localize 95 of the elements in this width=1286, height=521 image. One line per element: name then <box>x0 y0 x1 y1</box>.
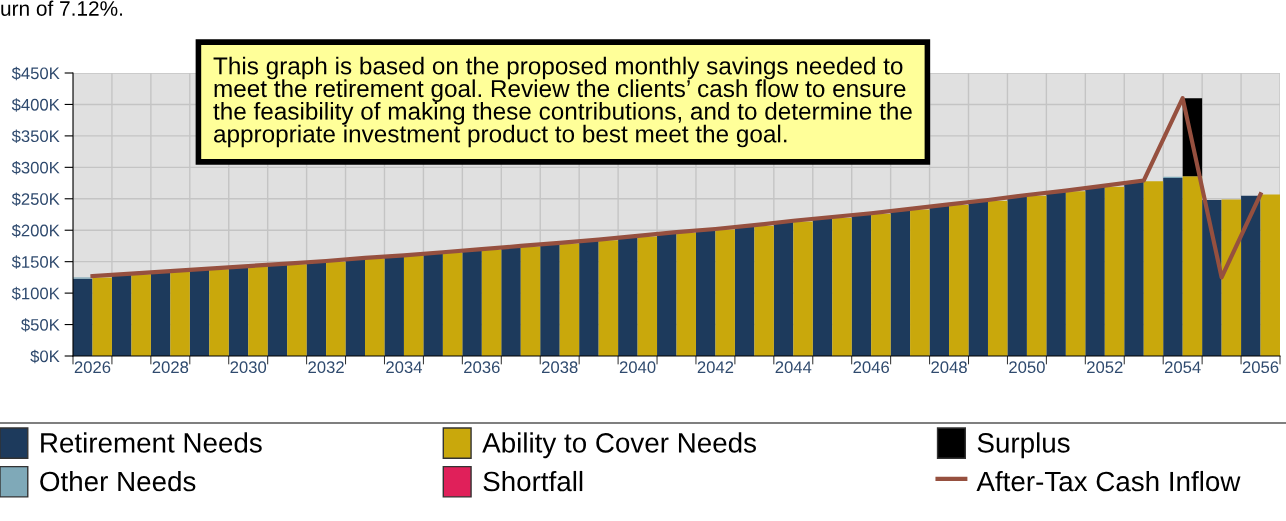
bar <box>1221 199 1242 356</box>
bar <box>501 247 521 356</box>
bar <box>676 232 696 356</box>
bar <box>287 264 307 356</box>
bar <box>150 272 171 356</box>
x-tick-label: 2038 <box>542 361 578 374</box>
bar <box>1260 194 1280 356</box>
bar <box>92 277 112 356</box>
bar <box>267 264 288 356</box>
bar <box>754 225 774 356</box>
y-tick-label: $250K <box>11 192 60 206</box>
x-tick-label: 2040 <box>619 361 656 374</box>
y-tick-label: $100K <box>11 286 60 301</box>
legend-label: Surplus <box>977 432 1070 459</box>
y-tick-label: $0K <box>30 349 60 364</box>
x-tick-label: 2030 <box>230 361 267 374</box>
bar <box>637 236 658 356</box>
bar <box>345 259 366 356</box>
x-tick-label: 2032 <box>308 361 344 374</box>
bar <box>189 269 210 356</box>
bar <box>929 205 950 356</box>
bar <box>1104 186 1125 356</box>
x-tick-label: 2026 <box>74 361 111 374</box>
annotation: This graph is based on the proposed monthly savings needed to meet the retirement goal. Review the clients’ cash flow to ensure the feasibility of making these contributions, and to determine the appropriate investment product to best meet the goal. <box>213 56 912 148</box>
y-tick-label: $350K <box>11 129 60 144</box>
x-tick-label: 2056 <box>1242 361 1279 374</box>
x-tick-label: 2034 <box>386 361 422 374</box>
legend-label: Retirement Needs <box>41 432 262 453</box>
bar <box>949 205 969 356</box>
bar <box>209 269 229 356</box>
x-tick-label: 2042 <box>697 361 734 374</box>
x-tick-label: 2048 <box>931 361 967 374</box>
legend-label: Ability to Cover Needs <box>482 432 756 459</box>
bar <box>618 237 638 356</box>
text: urn of 7.12%. <box>1 0 123 16</box>
bar <box>520 246 541 356</box>
legend-label: Shortfall <box>483 470 583 492</box>
x-tick-label: 2036 <box>464 361 500 374</box>
legend-label: After-Tax Cash Inflow <box>976 470 1241 492</box>
bar <box>1143 181 1164 356</box>
y-tick-label: $50K <box>21 318 60 332</box>
bar <box>1026 195 1047 356</box>
bar <box>715 229 735 356</box>
bar <box>773 222 794 356</box>
bar <box>462 250 482 356</box>
x-tick-label: 2046 <box>853 361 889 374</box>
bar <box>442 252 463 356</box>
bar <box>695 230 716 356</box>
y-tick-label: $450K <box>11 66 60 81</box>
bar <box>111 274 132 356</box>
bar <box>1065 191 1086 356</box>
y-tick-label: $300K <box>11 161 60 175</box>
bar <box>228 267 249 356</box>
bar <box>1124 181 1144 356</box>
bar <box>987 200 1008 356</box>
x-tick-label: 2028 <box>152 361 189 374</box>
bar <box>481 249 502 356</box>
x-tick-label: 2044 <box>775 361 812 374</box>
bar <box>851 214 872 356</box>
bar <box>170 271 190 356</box>
bar <box>1085 186 1105 356</box>
y-tick-label: $150K <box>11 255 60 269</box>
bar <box>403 256 424 356</box>
bar <box>306 262 327 356</box>
bar <box>598 240 619 356</box>
bar <box>793 221 813 356</box>
bar <box>326 261 346 356</box>
legend-label: Other Needs <box>40 470 196 492</box>
bar <box>1046 191 1066 356</box>
bar <box>812 218 833 356</box>
x-tick-label: 2052 <box>1087 361 1123 374</box>
bar <box>890 210 911 356</box>
bar <box>1007 196 1027 356</box>
bar <box>968 201 988 356</box>
x-tick-label: 2050 <box>1009 361 1045 374</box>
bar <box>131 274 151 356</box>
bar <box>910 209 930 356</box>
bar <box>871 213 891 356</box>
bar <box>579 240 599 356</box>
bar <box>1182 176 1203 356</box>
bar <box>73 278 93 356</box>
y-tick-label: $200K <box>11 223 60 238</box>
x-tick-label: 2054 <box>1164 361 1201 374</box>
bar <box>423 253 443 356</box>
bar <box>540 244 560 356</box>
bar <box>734 226 755 356</box>
bar <box>657 233 677 356</box>
bar <box>384 256 404 356</box>
bar <box>559 243 580 356</box>
bar <box>248 266 268 356</box>
bar <box>832 217 852 356</box>
bar <box>1163 178 1183 356</box>
bar <box>365 258 385 356</box>
y-tick-label: $400K <box>11 98 60 112</box>
bar <box>1241 195 1261 356</box>
